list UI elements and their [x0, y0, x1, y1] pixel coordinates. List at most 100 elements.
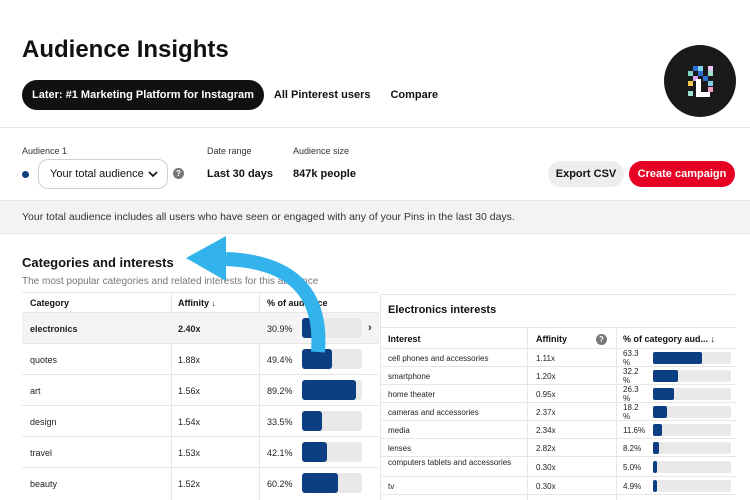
interest-name: lenses [388, 444, 412, 453]
chevron-right-icon: › [368, 322, 372, 334]
page-title: Audience Insights [22, 36, 229, 63]
audience-info-banner: Your total audience includes all users w… [0, 200, 750, 234]
date-range-value: Last 30 days [207, 168, 274, 180]
interests-panel: Electronics interests Interest Affinity … [380, 294, 736, 500]
audience-controls: Audience 1 Date range Last 30 days Audie… [0, 128, 750, 200]
percent-value: 30.9% [267, 324, 293, 334]
interest-percent: 8.2% [623, 444, 642, 453]
interest-percent: 32.2 % [623, 367, 639, 385]
header-affinity-label: Affinity [178, 298, 209, 308]
interest-row[interactable]: cell phones and accessories 1.11x 63.3 % [381, 349, 736, 367]
affinity-value: 1.54x [178, 417, 201, 427]
interest-bar-fill [653, 352, 703, 364]
interest-row[interactable]: home theater 0.95x 26.3 % [381, 385, 736, 403]
percent-bar-fill [302, 473, 339, 493]
audience-select-value: Your total audience [50, 168, 144, 180]
table-row[interactable]: electronics 2.40x 30.9% › [22, 313, 379, 344]
interest-bar [653, 352, 731, 364]
category-name: art [30, 386, 41, 396]
sort-down-icon: ↓ [211, 299, 216, 308]
page-header: Audience Insights Later: #1 Marketing Pl… [0, 0, 750, 128]
interest-row[interactable]: smartphone 1.20x 32.2 % [381, 367, 736, 385]
header-affinity[interactable]: Affinity ↓ [178, 298, 216, 308]
header-percent-category[interactable]: % of category aud... ↓ [623, 335, 715, 344]
percent-value: 42.1% [267, 448, 293, 458]
interest-affinity: 2.34x [536, 426, 556, 435]
table-row[interactable]: beauty 1.52x 60.2% [22, 468, 379, 500]
affinity-value: 2.40x [178, 324, 201, 334]
interest-name: home theater [388, 390, 436, 399]
table-row[interactable]: design 1.54x 33.5% [22, 406, 379, 437]
interest-affinity: 2.82x [536, 444, 556, 453]
create-campaign-button[interactable]: Create campaign [629, 161, 735, 187]
percent-bar-fill [302, 349, 332, 369]
interest-bar-fill [653, 370, 679, 382]
header-percent-category-label: % of category aud... [623, 334, 709, 344]
header-category[interactable]: Category [30, 298, 70, 308]
category-name: design [30, 417, 57, 427]
interest-bar-fill [653, 424, 663, 436]
table-header-row: Category Affinity ↓ % of audience [22, 293, 379, 313]
category-name: quotes [30, 355, 58, 365]
interest-bar [653, 424, 731, 436]
interest-percent: 26.3 % [623, 385, 639, 403]
tab-later[interactable]: Later: #1 Marketing Platform for Instagr… [22, 80, 264, 110]
interest-affinity: 0.95x [536, 390, 556, 399]
interest-bar [653, 370, 731, 382]
percent-bar [302, 411, 362, 431]
interest-percent: 4.9% [623, 482, 642, 491]
percent-bar [302, 380, 362, 400]
arrow-head [186, 236, 226, 281]
interest-row[interactable]: computers tablets and accessories 0.30x … [381, 457, 736, 477]
column-divider [616, 327, 617, 500]
percent-value: 33.5% [267, 417, 293, 427]
interest-bar-fill [653, 406, 668, 418]
interests-header-row: Interest Affinity ? % of category aud...… [381, 327, 736, 349]
audience-tabs: Later: #1 Marketing Platform for Instagr… [22, 80, 448, 110]
percent-value: 89.2% [267, 386, 293, 396]
affinity-value: 1.88x [178, 355, 201, 365]
interest-bar-fill [653, 388, 674, 400]
interest-bar-fill [653, 461, 657, 473]
interest-affinity: 0.30x [536, 463, 556, 472]
interest-name: cameras and accessories [388, 408, 479, 417]
export-csv-button[interactable]: Export CSV [548, 161, 624, 187]
percent-bar-fill [302, 442, 328, 462]
header-percent-audience[interactable]: % of audience [267, 298, 328, 308]
interest-percent: 18.2 % [623, 403, 639, 421]
interest-name: media [388, 426, 410, 435]
table-row[interactable]: travel 1.53x 42.1% [22, 437, 379, 468]
help-icon[interactable]: ? [596, 334, 607, 345]
section-subtitle: The most popular categories and related … [22, 276, 319, 287]
interest-row[interactable]: lenses 2.82x 8.2% [381, 439, 736, 457]
sort-down-icon: ↓ [710, 334, 716, 344]
categories-table: Category Affinity ↓ % of audience electr… [22, 292, 379, 500]
interest-row[interactable]: media 2.34x 11.6% [381, 421, 736, 439]
table-row[interactable]: art 1.56x 89.2% [22, 375, 379, 406]
logo-icon [688, 66, 713, 97]
affinity-value: 1.53x [178, 448, 201, 458]
interest-name: tv [388, 482, 395, 491]
interest-row[interactable]: cameras and accessories 2.37x 18.2 % [381, 403, 736, 421]
interest-bar [653, 461, 731, 473]
help-icon[interactable]: ? [173, 168, 184, 179]
interest-name: cell phones and accessories [388, 354, 489, 363]
percent-bar-fill [302, 380, 356, 400]
column-divider [527, 327, 528, 500]
header-affinity[interactable]: Affinity [536, 334, 567, 344]
category-name: electronics [30, 324, 78, 334]
table-row[interactable]: quotes 1.88x 49.4% [22, 344, 379, 375]
interest-percent: 5.0% [623, 463, 642, 472]
header-interest[interactable]: Interest [388, 334, 421, 344]
interest-row[interactable]: tv 0.30x 4.9% [381, 477, 736, 495]
tab-compare[interactable]: Compare [390, 89, 439, 101]
interest-affinity: 0.30x [536, 482, 556, 491]
audience-select[interactable]: Your total audience [38, 159, 168, 189]
audience-color-dot [22, 171, 29, 178]
interest-affinity: 1.11x [536, 354, 555, 363]
section-title: Categories and interests [22, 255, 174, 270]
percent-bar [302, 349, 362, 369]
interest-name: computers tablets and accessories [388, 458, 512, 467]
tab-all-pinterest-users[interactable]: All Pinterest users [273, 89, 371, 101]
interest-percent: 11.6% [623, 426, 646, 435]
